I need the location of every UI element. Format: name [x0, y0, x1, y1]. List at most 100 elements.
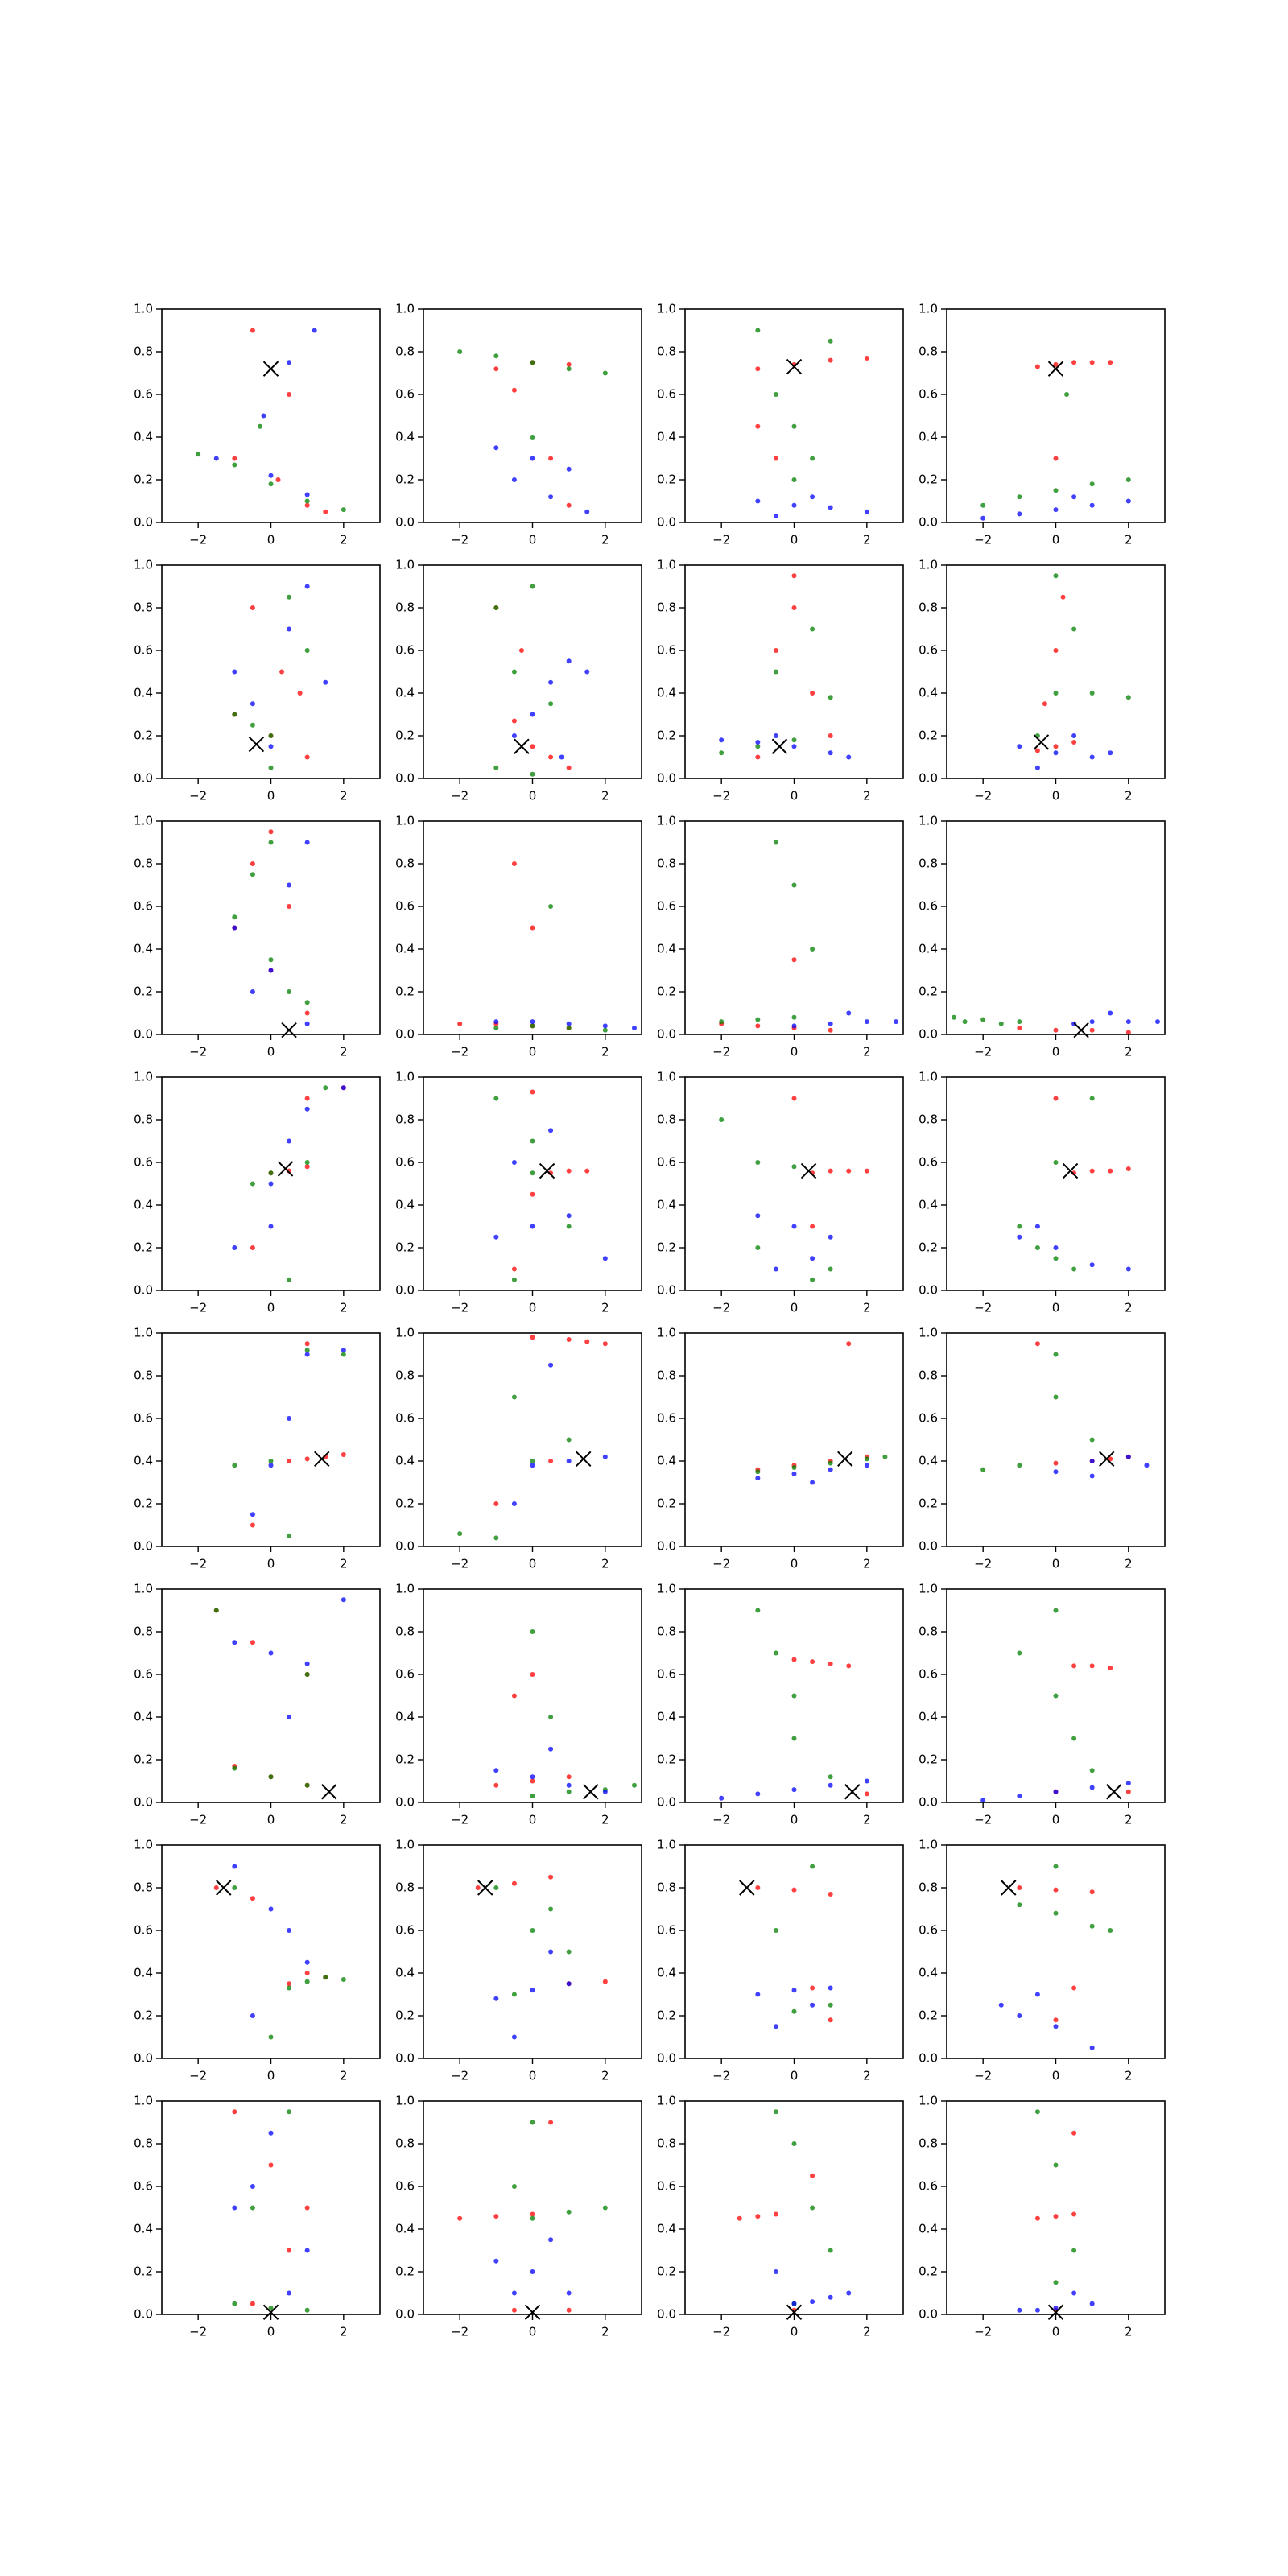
point	[719, 1795, 724, 1801]
x-tick-label: 2	[340, 2325, 348, 2339]
x-tick-label: 2	[1125, 2069, 1133, 2083]
subplot: −2 0 2 0.0 0.2 0.4 0.6 0.8 1.0	[657, 558, 904, 803]
point	[275, 477, 281, 482]
point	[511, 1501, 517, 1506]
y-tick-label: 0.6	[134, 1667, 153, 1682]
point	[810, 1864, 815, 1869]
point	[1144, 1463, 1150, 1468]
subplot: −2 0 2 0.0 0.2 0.4 0.6 0.8 1.0	[657, 1326, 904, 1571]
point	[602, 1789, 608, 1794]
point	[864, 1463, 869, 1468]
point	[493, 1996, 499, 2001]
point	[261, 413, 266, 419]
point	[1053, 1160, 1059, 1165]
x-marker	[262, 361, 279, 377]
point	[952, 1014, 957, 1020]
point	[810, 1277, 815, 1282]
x-tick-label: 2	[863, 1813, 871, 1827]
x-marker	[248, 736, 265, 753]
point	[1053, 1469, 1059, 1475]
point	[719, 1117, 724, 1122]
point	[584, 509, 590, 514]
y-tick-label: 0.8	[919, 857, 938, 871]
x-marker	[1033, 734, 1050, 750]
y-tick-label: 0.6	[134, 1155, 153, 1170]
y-tick-label: 0.0	[657, 771, 676, 786]
point	[511, 733, 517, 738]
subplot: −2 0 2 0.0 0.2 0.4 0.6 0.8 1.0	[657, 814, 904, 1059]
point	[304, 502, 310, 508]
point	[232, 1463, 237, 1468]
point	[791, 737, 797, 743]
point	[962, 1019, 968, 1025]
subplot: −2 0 2 0.0 0.2 0.4 0.6 0.8 1.0	[657, 302, 904, 547]
point	[304, 1348, 310, 1353]
point	[1053, 456, 1059, 461]
x-tick-label: 0	[529, 533, 537, 547]
point	[828, 2294, 833, 2300]
y-tick-label: 0.0	[134, 515, 153, 530]
x-marker	[583, 1784, 599, 1800]
y-tick-label: 0.0	[395, 515, 415, 530]
axes-frame	[423, 1588, 642, 1803]
point	[1053, 1256, 1059, 1261]
y-tick-label: 0.0	[134, 1283, 153, 1298]
point	[548, 1746, 554, 1752]
y-tick-label: 0.6	[134, 387, 153, 402]
x-tick-label: 0	[1052, 1557, 1060, 1571]
point	[1071, 1266, 1077, 1272]
y-tick-label: 0.0	[134, 1027, 153, 1042]
x-tick-label: −2	[974, 1813, 992, 1827]
point	[250, 1640, 255, 1645]
point	[548, 754, 554, 760]
point	[493, 353, 499, 359]
point	[584, 1168, 590, 1174]
y-tick-label: 0.8	[395, 1113, 415, 1127]
x-tick-label: −2	[712, 1301, 730, 1315]
x-tick-label: −2	[974, 533, 992, 547]
point	[232, 1885, 237, 1890]
y-tick-label: 0.8	[395, 1624, 415, 1639]
point	[268, 957, 274, 963]
x-tick-label: −2	[189, 789, 207, 803]
point	[287, 1985, 292, 1991]
x-tick-label: 0	[1052, 1813, 1060, 1827]
point	[493, 445, 499, 451]
y-tick-label: 0.4	[657, 942, 676, 956]
point	[791, 2141, 797, 2146]
point	[1089, 1473, 1095, 1479]
y-tick-label: 0.4	[134, 1454, 153, 1468]
point	[828, 1460, 833, 1466]
x-marker	[524, 2304, 541, 2321]
point	[791, 477, 797, 482]
y-tick-label: 1.0	[395, 302, 415, 316]
point	[268, 2162, 274, 2168]
point	[810, 691, 815, 696]
axes-frame	[423, 1332, 642, 1547]
subplot: −2 0 2 0.0 0.2 0.4 0.6 0.8 1.0	[134, 302, 381, 547]
y-tick-label: 0.6	[395, 387, 415, 402]
point	[791, 1096, 797, 1101]
point	[530, 2215, 535, 2221]
point	[304, 840, 310, 845]
y-tick-label: 0.8	[134, 1368, 153, 1383]
point	[828, 1782, 833, 1788]
y-tick-label: 0.0	[395, 771, 415, 786]
point	[791, 1887, 797, 1893]
point	[232, 914, 237, 920]
x-tick-label: 2	[863, 789, 871, 803]
x-tick-label: −2	[974, 1557, 992, 1571]
axes-frame	[161, 820, 381, 1035]
point	[773, 2211, 778, 2217]
point	[530, 925, 535, 931]
point	[304, 1106, 310, 1112]
point	[755, 739, 761, 745]
y-tick-label: 0.0	[919, 1539, 938, 1554]
point	[566, 502, 572, 508]
y-tick-label: 0.4	[919, 686, 938, 700]
x-tick-label: 0	[267, 533, 275, 547]
point	[791, 2008, 797, 2014]
point	[773, 392, 778, 397]
point	[530, 744, 535, 749]
